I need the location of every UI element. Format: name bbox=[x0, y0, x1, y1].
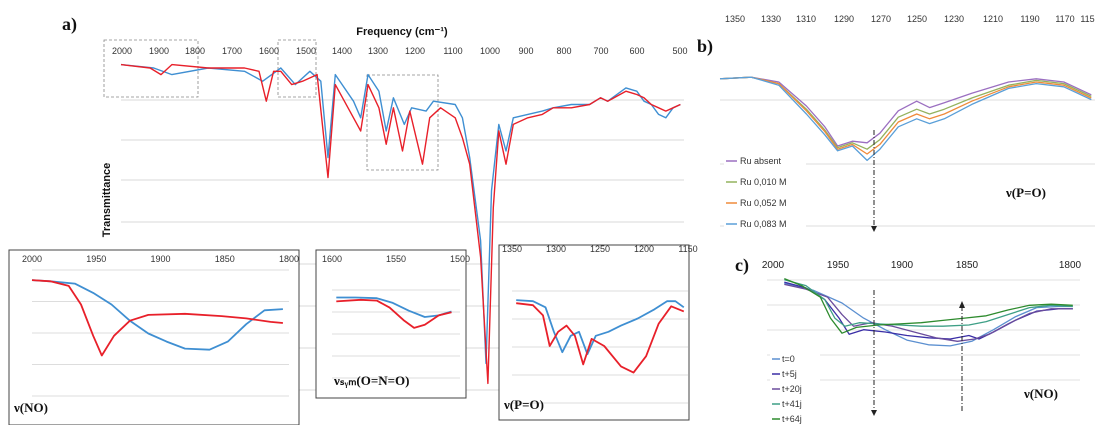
series-line-ru-0-010-m bbox=[719, 76, 1092, 150]
legend bbox=[770, 350, 820, 425]
panel-label-c: c) bbox=[735, 255, 749, 276]
x-tick-label: 1200 bbox=[634, 244, 654, 254]
zoom-region-box bbox=[103, 39, 199, 98]
x-tick-label: 900 bbox=[518, 46, 533, 56]
inset-frame bbox=[315, 249, 467, 399]
x-tick-label: 1210 bbox=[983, 14, 1003, 24]
legend-entry: t+64j bbox=[782, 414, 802, 424]
zoom-region-box bbox=[277, 39, 317, 98]
inset-frame bbox=[498, 244, 690, 421]
panel-label-b: b) bbox=[697, 36, 713, 57]
x-tick-label: 1900 bbox=[150, 254, 170, 264]
x-tick-label: 1170 bbox=[1055, 14, 1074, 24]
panel-b-chart: 1350 1330 1310 1290 1270 1250 1230 1210 1190 1170… bbox=[697, 14, 1095, 236]
x-tick-label: 1270 bbox=[871, 14, 891, 24]
legend-entry: Ru 0,010 M bbox=[740, 177, 787, 187]
legend-entry: t=0 bbox=[782, 354, 795, 364]
x-tick-label: 600 bbox=[629, 46, 644, 56]
series-line-ru-0-052-m bbox=[719, 76, 1092, 155]
x-tick-label: 1250 bbox=[907, 14, 927, 24]
x-tick-label: 1950 bbox=[86, 254, 106, 264]
x-tick-label: 1850 bbox=[956, 260, 979, 271]
x-tick-label: 1350 bbox=[502, 244, 522, 254]
series-line-t-41j bbox=[784, 279, 1073, 327]
series-line-t-64j bbox=[784, 277, 1073, 334]
x-tick-label: 1800 bbox=[185, 46, 205, 56]
series-line-ru-0-083-m bbox=[719, 76, 1092, 162]
arrow-down-icon bbox=[871, 410, 877, 416]
legend-entry: Ru 0,052 M bbox=[740, 198, 787, 208]
legend-entry: Ru 0,083 M bbox=[740, 219, 787, 229]
inset2-chart: 1600 1550 1500 νₛᵧₘ(O=N=O) bbox=[315, 249, 470, 399]
x-tick-label: 1700 bbox=[222, 46, 242, 56]
x-tick-label: 1150 bbox=[1080, 14, 1095, 24]
x-tick-label: 1900 bbox=[891, 260, 914, 271]
x-tick-label: 1900 bbox=[149, 46, 169, 56]
band-label: ν(P=O) bbox=[1005, 185, 1046, 200]
x-tick-label: 1200 bbox=[405, 46, 425, 56]
legend-entry: t+41j bbox=[782, 399, 802, 409]
series-line-inset2-1 bbox=[336, 298, 452, 329]
series-line-inset2-0 bbox=[336, 296, 452, 318]
legend-entry: t+20j bbox=[782, 384, 802, 394]
x-tick-label: 800 bbox=[556, 46, 571, 56]
x-axis-title: Frequency (cm⁻¹) bbox=[356, 26, 448, 38]
x-tick-label: 1330 bbox=[761, 14, 781, 24]
series-line-ru-absent bbox=[719, 76, 1092, 147]
panel-label-a: a) bbox=[62, 14, 77, 35]
x-tick-label: 1150 bbox=[678, 244, 697, 254]
x-tick-label: 1550 bbox=[386, 254, 406, 264]
series-line-inset3-0 bbox=[516, 299, 685, 356]
x-tick-label: 1500 bbox=[296, 46, 316, 56]
band-label: νₛᵧₘ(O=N=O) bbox=[333, 373, 410, 388]
x-tick-label: 1300 bbox=[546, 244, 566, 254]
x-tick-label: 1400 bbox=[332, 46, 352, 56]
x-tick-label: 1800 bbox=[279, 254, 299, 264]
series-line-inset1-0 bbox=[31, 279, 283, 351]
x-tick-label: 1000 bbox=[480, 46, 500, 56]
series-line-main-0 bbox=[120, 63, 681, 365]
inset1-chart: 2000 1950 1900 1850 1800 ν(NO) bbox=[8, 249, 300, 425]
x-tick-label: 1600 bbox=[322, 254, 342, 264]
x-tick-label: 1850 bbox=[215, 254, 235, 264]
x-tick-label: 1100 bbox=[443, 46, 462, 56]
series-line-t-20j bbox=[784, 283, 1073, 342]
x-tick-label: 1230 bbox=[944, 14, 964, 24]
arrow-up-icon bbox=[959, 301, 965, 308]
zoom-region-box bbox=[366, 74, 439, 171]
y-axis-title: Transmittance bbox=[101, 163, 113, 238]
x-tick-label: 2000 bbox=[22, 254, 42, 264]
series-line-t-0 bbox=[784, 282, 1073, 347]
band-label: ν(NO) bbox=[1023, 386, 1058, 401]
panel-c-chart: 2000 1950 1900 1850 1800 t=0 t+5j t+20j t+41j t+6… bbox=[735, 255, 1082, 425]
x-tick-label: 1310 bbox=[796, 14, 816, 24]
band-label: ν(NO) bbox=[13, 400, 48, 415]
x-tick-label: 1800 bbox=[1059, 260, 1082, 271]
legend bbox=[724, 150, 806, 236]
band-label: ν(P=O) bbox=[503, 397, 544, 412]
x-tick-label: 1950 bbox=[827, 260, 850, 271]
legend-entry: Ru absent bbox=[740, 156, 782, 166]
series-line-inset3-1 bbox=[516, 302, 685, 374]
inset-frame bbox=[8, 249, 300, 425]
x-tick-label: 1600 bbox=[259, 46, 279, 56]
legend-entry: t+5j bbox=[782, 369, 797, 379]
series-line-main-1 bbox=[120, 63, 681, 385]
x-tick-label: 2000 bbox=[762, 260, 785, 271]
x-tick-label: 1250 bbox=[590, 244, 610, 254]
x-tick-label: 1190 bbox=[1020, 14, 1039, 24]
x-tick-label: 1350 bbox=[725, 14, 745, 24]
series-line-inset1-1 bbox=[31, 279, 283, 357]
inset3-chart: 1350 1300 1250 1200 1150 ν(P=O) bbox=[498, 244, 698, 421]
x-tick-label: 500 bbox=[672, 46, 687, 56]
arrow-down-icon bbox=[871, 226, 877, 232]
x-tick-label: 1500 bbox=[450, 254, 470, 264]
x-tick-label: 2000 bbox=[112, 46, 132, 56]
x-tick-label: 1290 bbox=[834, 14, 854, 24]
x-tick-label: 1300 bbox=[368, 46, 388, 56]
x-tick-label: 700 bbox=[593, 46, 608, 56]
